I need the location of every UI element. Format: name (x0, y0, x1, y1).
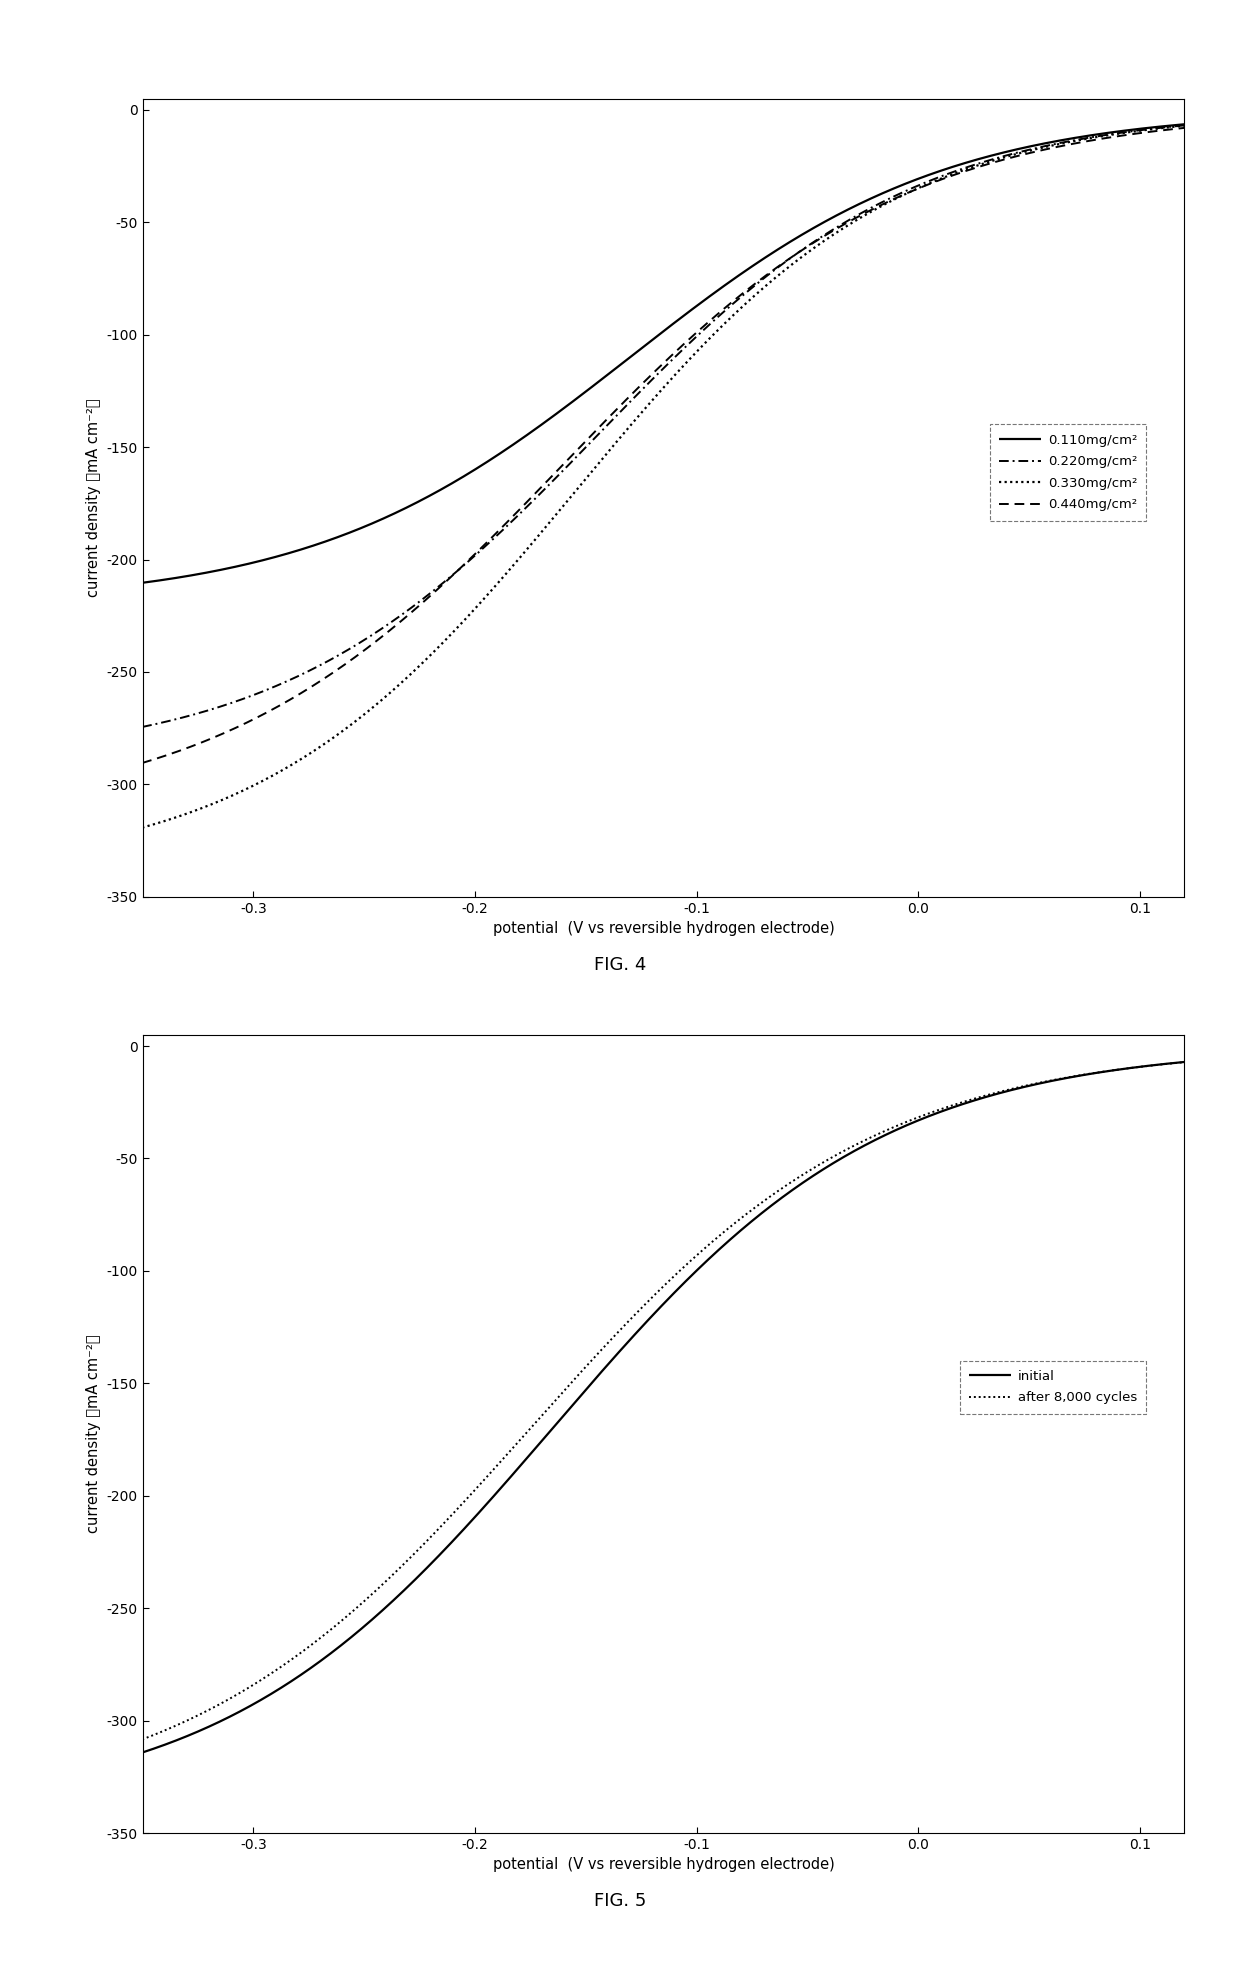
Legend: 0.110mg/cm², 0.220mg/cm², 0.330mg/cm², 0.440mg/cm²: 0.110mg/cm², 0.220mg/cm², 0.330mg/cm², 0… (990, 424, 1146, 520)
Y-axis label: current density （mA cm⁻²）: current density （mA cm⁻²） (86, 398, 100, 597)
X-axis label: potential  (V vs reversible hydrogen electrode): potential (V vs reversible hydrogen elec… (492, 920, 835, 936)
X-axis label: potential  (V vs reversible hydrogen electrode): potential (V vs reversible hydrogen elec… (492, 1857, 835, 1872)
Text: FIG. 5: FIG. 5 (594, 1892, 646, 1910)
Text: FIG. 4: FIG. 4 (594, 956, 646, 974)
Legend: initial, after 8,000 cycles: initial, after 8,000 cycles (960, 1360, 1146, 1413)
Y-axis label: current density （mA cm⁻²）: current density （mA cm⁻²） (86, 1334, 100, 1533)
